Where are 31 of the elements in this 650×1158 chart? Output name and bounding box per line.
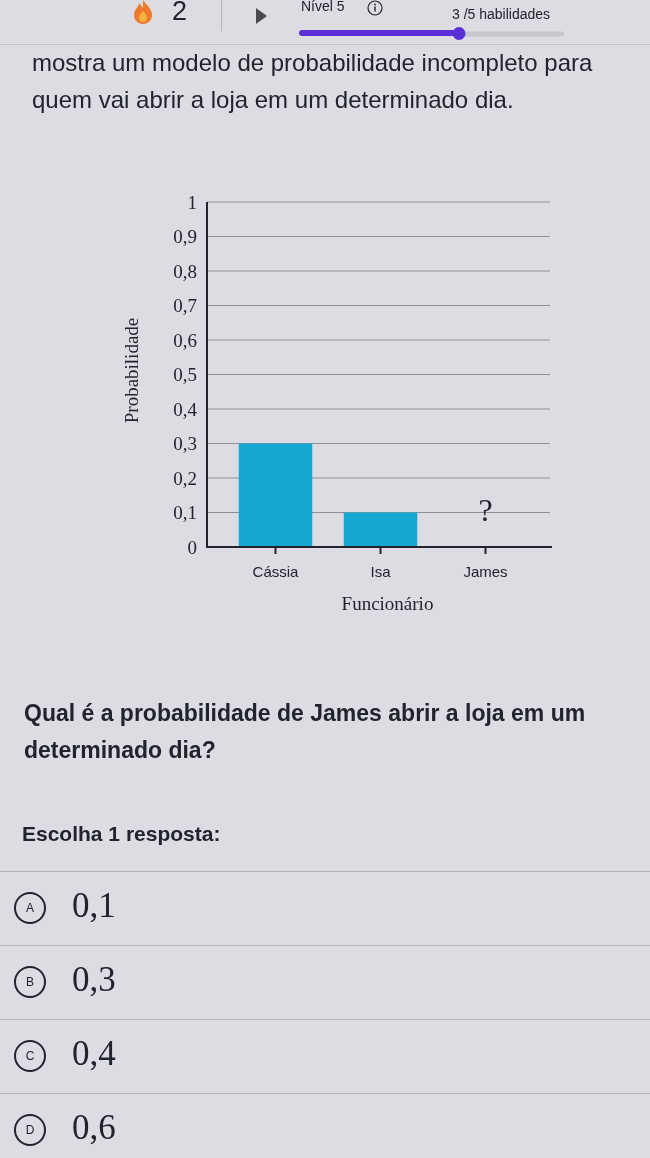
y-tick-label: 0,7 xyxy=(173,295,197,316)
annotation: ? xyxy=(478,492,493,528)
x-tick-label: James xyxy=(463,562,508,580)
choice-circle: C xyxy=(14,1040,46,1072)
text: 0,3 xyxy=(72,960,116,1000)
y-tick-label: 0,4 xyxy=(173,398,198,420)
y-axis-title: Probabilidade xyxy=(120,317,142,424)
choice-circle: B xyxy=(14,966,46,998)
y-tick-label: 1 xyxy=(187,191,197,213)
choice-circle: A xyxy=(14,892,46,924)
text: 0,1 xyxy=(72,886,116,926)
x-axis-title: Funcionário xyxy=(341,592,434,614)
text: mostra um modelo de probabilidade incompleto para quem vai abrir a loja em um determinado dia. xyxy=(32,48,594,115)
y-tick-label: 0,1 xyxy=(173,502,197,523)
text: Qual é a probabilidade de James abrir a loja em um determinado dia? xyxy=(24,699,587,765)
y-tick-label: 0,2 xyxy=(173,467,197,489)
x-tick-label: Cássia xyxy=(252,562,300,580)
y-tick-label: 0,9 xyxy=(173,226,197,247)
y-tick-label: 0,6 xyxy=(173,329,197,351)
y-tick-label: 0,3 xyxy=(173,433,197,454)
text: 3 /5 habilidades xyxy=(452,6,551,23)
y-tick-label: 0,8 xyxy=(173,260,197,282)
choice-circle: D xyxy=(14,1114,46,1146)
y-tick-label: 0,5 xyxy=(173,364,197,385)
x-tick-label: Isa xyxy=(370,562,392,580)
text: Nível 5 xyxy=(301,0,345,15)
y-tick-label: 0 xyxy=(187,536,197,558)
text: Escolha 1 resposta: xyxy=(22,821,221,846)
text: 0,4 xyxy=(72,1034,116,1074)
text: 0,6 xyxy=(72,1108,116,1148)
text: 2 xyxy=(172,0,188,26)
